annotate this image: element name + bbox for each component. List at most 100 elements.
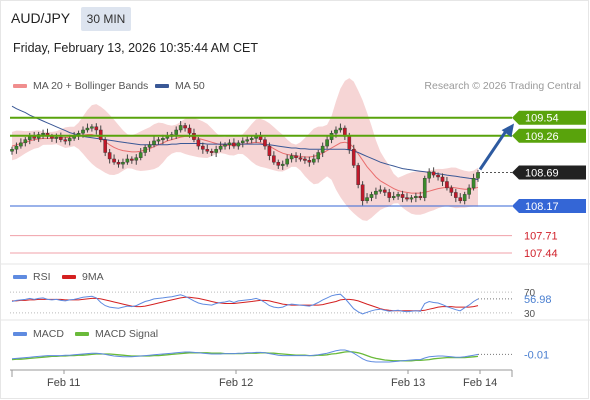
price-tag-label: 108.17 <box>525 201 559 213</box>
candle-body <box>303 158 307 161</box>
candle-body <box>112 158 116 163</box>
candle-body <box>67 138 72 142</box>
candle-body <box>23 139 28 144</box>
macd-legend-label: MACD <box>33 328 64 340</box>
candle-body <box>161 138 165 141</box>
candle-body <box>476 172 480 179</box>
candle-body <box>316 152 321 160</box>
candle-body <box>116 161 121 165</box>
x-tick-label: Feb 14 <box>463 377 498 389</box>
candle-body <box>94 126 99 131</box>
rsi-line <box>11 293 479 315</box>
candle-body <box>285 158 289 165</box>
rsi-legend-label: RSI <box>33 271 51 283</box>
target-price-label: 107.71 <box>524 231 558 243</box>
candle-body <box>320 145 325 153</box>
price-tag <box>512 128 586 143</box>
price-tag-label: 109.26 <box>525 131 559 143</box>
candle-body <box>156 139 161 142</box>
chart-datetime: Friday, February 13, 2026 10:35:44 AM CE… <box>13 41 259 55</box>
candle-body <box>458 197 463 202</box>
ma50-legend-swatch <box>155 84 169 88</box>
rsi-legend-swatch <box>13 275 27 279</box>
rsi-ma-legend-swatch <box>62 275 76 279</box>
rsi-tick-label: 30 <box>524 309 536 320</box>
candle-body <box>245 139 250 142</box>
candle-body <box>365 197 369 202</box>
candle-body <box>289 155 294 160</box>
candle-body <box>81 129 85 134</box>
candle-body <box>232 142 236 147</box>
candle-body <box>258 136 263 140</box>
bollinger-band <box>12 78 478 221</box>
candle-body <box>90 126 94 129</box>
candle-body <box>54 136 59 139</box>
candle-body <box>414 196 418 199</box>
candle-body <box>85 127 90 131</box>
ma20-legend-swatch <box>13 84 27 88</box>
candle-body <box>272 155 276 163</box>
candle-body <box>218 145 223 150</box>
projection-arrow-head <box>501 123 514 138</box>
candle-body <box>280 163 285 166</box>
candle-body <box>436 174 440 178</box>
rsi-ma-legend-label: 9MA <box>82 271 104 283</box>
candle-body <box>41 132 45 135</box>
candle-body <box>298 157 303 160</box>
ma50-legend-label: MA 50 <box>175 80 205 92</box>
candle-body <box>196 139 201 147</box>
macd-legend-swatch <box>13 332 27 336</box>
interval-button[interactable]: 30 MIN <box>81 7 131 31</box>
candle-body <box>360 184 365 202</box>
price-tag-label: 109.54 <box>525 113 559 125</box>
candle-body <box>10 149 14 152</box>
macd-signal-legend-swatch <box>75 332 89 336</box>
candle-body <box>121 161 125 165</box>
macd-signal-legend-label: MACD Signal <box>95 328 159 340</box>
price-tag-label: 108.69 <box>525 167 559 179</box>
candle-body <box>236 142 241 147</box>
price-tag <box>512 165 586 180</box>
candle-body <box>427 171 431 179</box>
candle-body <box>107 152 112 160</box>
candle-body <box>307 160 312 163</box>
candle-body <box>187 127 192 134</box>
candle-body <box>422 178 427 198</box>
x-tick-label: Feb 13 <box>391 377 426 389</box>
candle-body <box>19 142 23 147</box>
candle-body <box>449 187 454 193</box>
research-credit: Research © 2026 Trading Central <box>424 80 581 92</box>
candle-body <box>400 194 405 198</box>
candle-body <box>263 139 267 147</box>
rsi-last-value: 56.98 <box>524 294 552 306</box>
candle-body <box>445 181 449 189</box>
candle-body <box>103 139 107 153</box>
x-tick-label: Feb 11 <box>47 377 81 389</box>
candle-body <box>152 140 156 145</box>
candle-body <box>267 145 272 156</box>
macd-last-value: -0.01 <box>524 349 549 361</box>
candle-body <box>63 139 68 142</box>
candle-body <box>130 158 134 161</box>
candle-body <box>418 196 423 199</box>
candle-body <box>356 165 360 185</box>
candle-body <box>125 158 130 163</box>
candle-body <box>223 144 227 147</box>
candle-body <box>383 189 387 193</box>
candle-body <box>205 149 210 152</box>
candle-body <box>462 194 467 202</box>
candle-body <box>471 178 476 189</box>
price-tag <box>512 198 586 213</box>
candle-body <box>467 187 471 195</box>
candle-body <box>214 149 218 153</box>
candle-body <box>347 136 352 150</box>
candle-body <box>294 155 298 158</box>
candle-body <box>396 194 400 197</box>
candle-body <box>143 147 147 153</box>
target-price-label: 107.44 <box>524 248 558 260</box>
rsi-tick-label: 70 <box>524 288 536 299</box>
projection-arrow-line <box>478 128 509 171</box>
candle-body <box>240 140 245 144</box>
candle-body <box>378 189 383 192</box>
candle-body <box>249 138 254 141</box>
